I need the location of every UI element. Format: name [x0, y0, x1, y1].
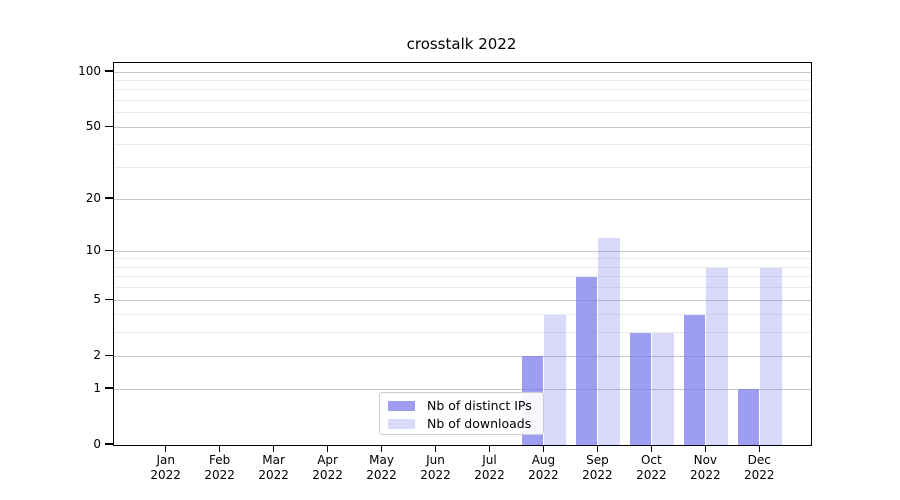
x-tick-mark-sep	[596, 445, 599, 453]
x-tick-mark-oct	[650, 445, 653, 453]
x-tick-mark-nov	[704, 445, 706, 453]
y-tick-label-100: 100	[78, 64, 101, 79]
x-tick-mark-mar	[272, 445, 275, 453]
x-tick-mark-feb	[219, 445, 221, 453]
bar-downloads-sep	[598, 237, 620, 445]
y-tick-mark-5	[105, 298, 113, 300]
y-tick-mark-0	[105, 443, 113, 445]
y-tick-label-1: 1	[93, 380, 101, 395]
legend: Nb of distinct IPs Nb of downloads	[379, 392, 544, 435]
legend-item-downloads: Nb of downloads	[380, 415, 543, 433]
gridline-major-10	[114, 250, 811, 252]
x-tick-label-oct: Oct 2022	[636, 453, 667, 482]
bar-distinct-ips-dec	[737, 389, 760, 445]
bar-distinct-ips-oct	[629, 333, 652, 445]
y-tick-mark-10	[105, 249, 113, 251]
x-tick-label-aug: Aug 2022	[528, 453, 559, 482]
bar-downloads-nov	[706, 267, 728, 445]
bar-distinct-ips-nov	[683, 314, 706, 445]
x-tick-label-mar: Mar 2022	[258, 453, 289, 482]
gridline-major-2	[114, 355, 811, 357]
x-tick-label-jul: Jul 2022	[474, 453, 505, 482]
x-tick-mark-dec	[758, 445, 760, 453]
gridline-minor-8	[114, 266, 811, 268]
gridline-major-1	[114, 388, 811, 390]
gridline-major-20	[114, 198, 811, 200]
y-tick-label-10: 10	[85, 243, 101, 258]
gridline-major-5	[114, 299, 811, 301]
x-tick-mark-jun	[434, 445, 437, 453]
gridline-minor-40	[114, 144, 811, 146]
x-tick-mark-jan	[165, 445, 167, 453]
bar-downloads-oct	[652, 333, 674, 445]
bar-downloads-aug	[544, 314, 566, 445]
gridline-minor-90	[114, 80, 811, 81]
legend-swatch-downloads	[388, 419, 415, 429]
x-tick-label-may: May 2022	[366, 453, 397, 482]
gridline-minor-80	[114, 89, 811, 91]
y-tick-mark-2	[105, 354, 113, 356]
gridline-minor-3	[114, 332, 811, 334]
bar-distinct-ips-sep	[575, 277, 598, 445]
legend-label-distinct-ips: Nb of distinct IPs	[427, 398, 532, 413]
y-tick-mark-20	[105, 197, 113, 199]
plot-area	[113, 62, 812, 446]
gridline-major-50	[114, 126, 811, 128]
x-tick-mark-apr	[326, 445, 329, 453]
x-tick-label-feb: Feb 2022	[204, 453, 235, 482]
x-tick-label-nov: Nov 2022	[690, 453, 721, 482]
gridline-major-100	[114, 71, 811, 73]
gridline-minor-4	[114, 314, 811, 316]
y-tick-label-20: 20	[85, 190, 101, 205]
x-tick-mark-jul	[488, 445, 491, 453]
y-tick-mark-50	[105, 125, 113, 127]
y-tick-label-50: 50	[85, 119, 101, 134]
gridline-minor-60	[114, 112, 811, 114]
gridline-minor-7	[114, 276, 811, 278]
chart-title: crosstalk 2022	[406, 35, 517, 53]
y-tick-label-2: 2	[93, 348, 101, 363]
y-tick-label-0: 0	[93, 437, 101, 451]
x-tick-mark-aug	[542, 445, 545, 453]
gridline-minor-70	[114, 100, 811, 102]
gridline-minor-6	[114, 287, 811, 289]
bar-downloads-dec	[760, 267, 782, 445]
x-tick-label-dec: Dec 2022	[744, 453, 775, 482]
x-tick-label-jun: Jun 2022	[420, 453, 451, 482]
x-tick-mark-may	[380, 445, 383, 453]
legend-item-distinct-ips: Nb of distinct IPs	[380, 397, 543, 415]
gridline-minor-30	[114, 167, 811, 169]
y-tick-mark-100	[105, 70, 113, 72]
x-tick-label-sep: Sep 2022	[582, 453, 613, 482]
legend-swatch-distinct-ips	[388, 401, 415, 411]
y-tick-label-5: 5	[93, 292, 101, 307]
x-tick-label-apr: Apr 2022	[312, 453, 343, 482]
y-tick-mark-1	[105, 387, 113, 389]
legend-label-downloads: Nb of downloads	[427, 416, 532, 431]
gridline-minor-9	[114, 258, 811, 260]
x-tick-label-jan: Jan 2022	[150, 453, 181, 482]
